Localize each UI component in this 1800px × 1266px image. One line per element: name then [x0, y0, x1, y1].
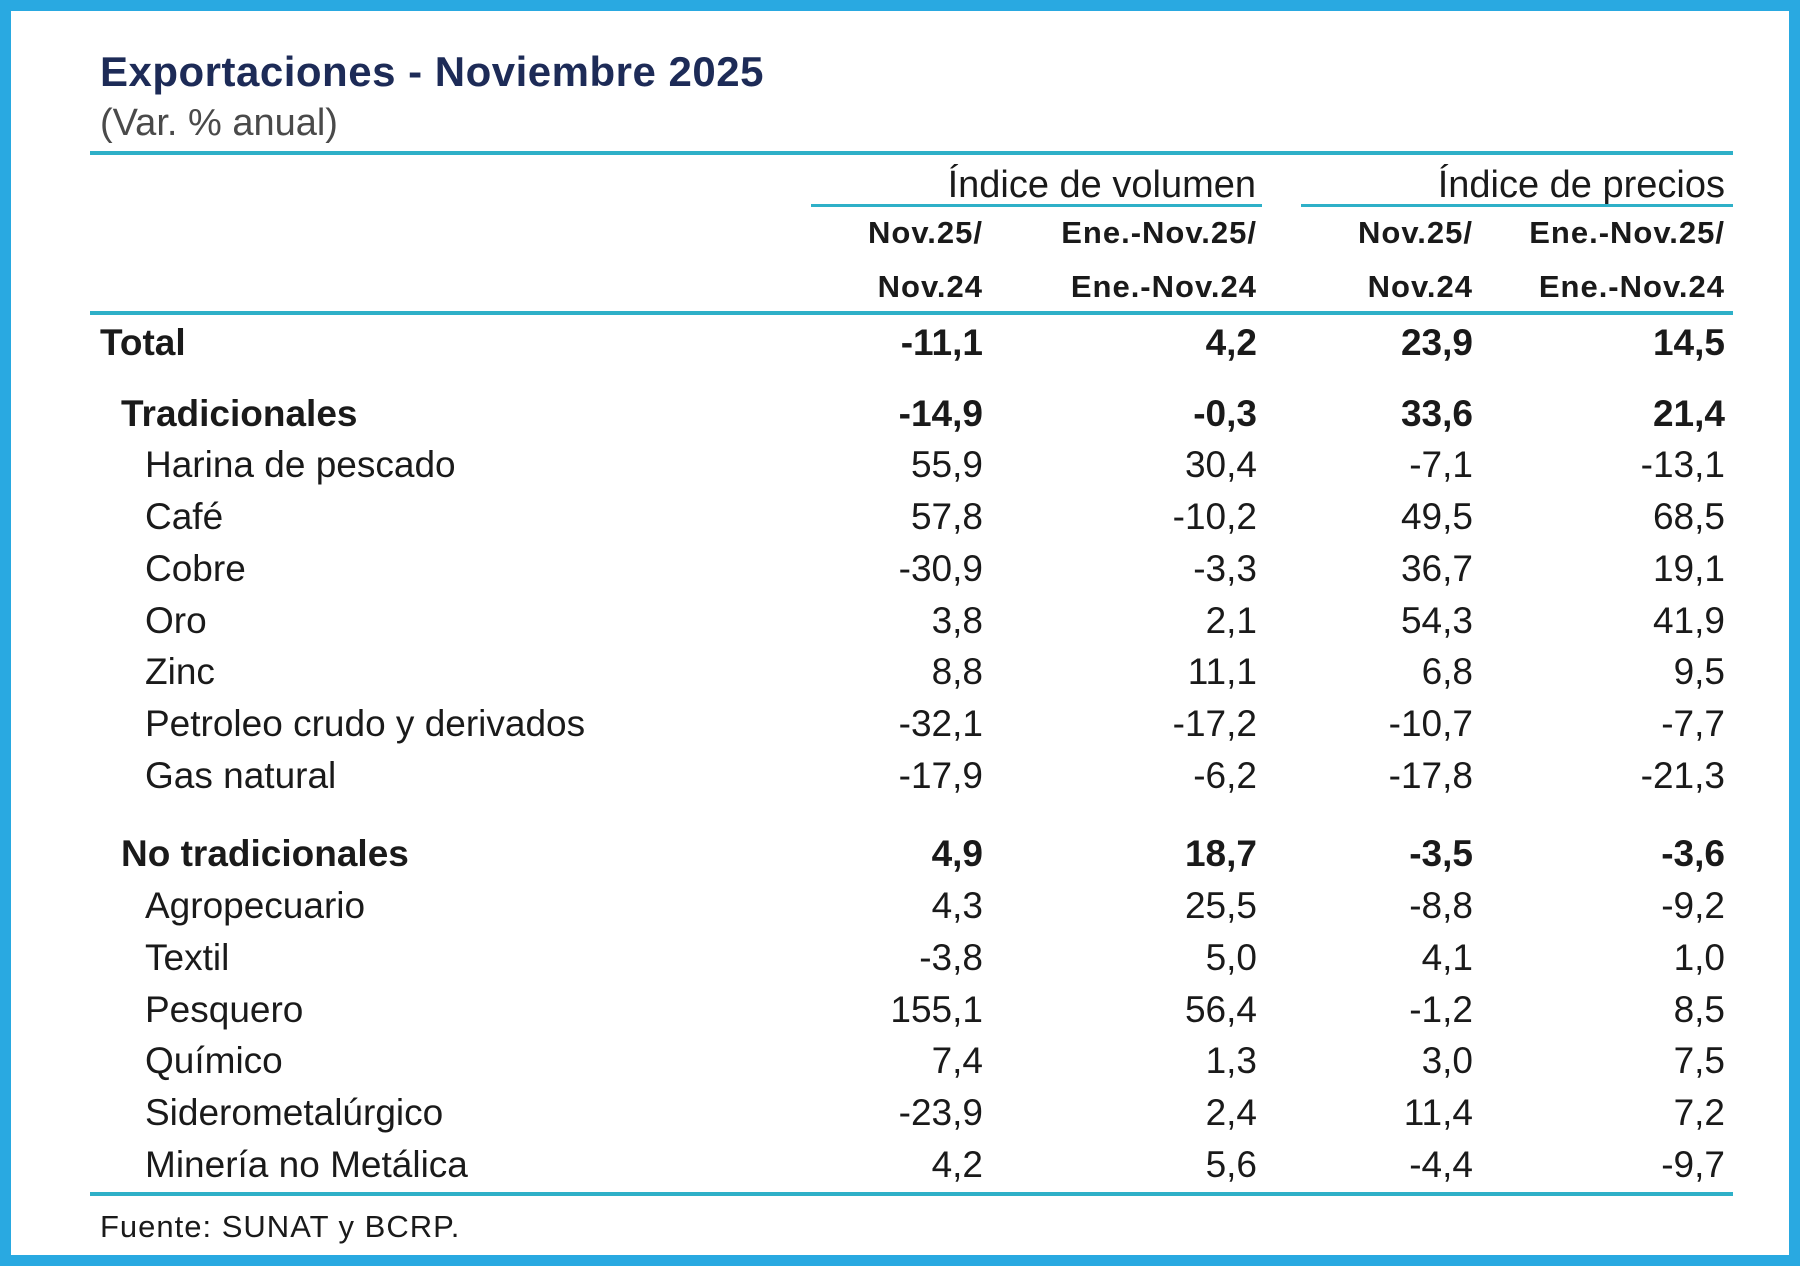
table-cell: -10,2: [1172, 496, 1257, 537]
table-cell: -4,4: [1409, 1144, 1473, 1185]
row-label: Textil: [145, 937, 230, 978]
table-cell: -10,7: [1388, 703, 1473, 744]
table-cell: -9,2: [1661, 885, 1725, 926]
table-cell: 55,9: [910, 444, 983, 485]
table-cell: -3,6: [1661, 833, 1725, 874]
table-cell: 7,5: [1673, 1040, 1725, 1081]
row-label: Siderometalúrgico: [145, 1092, 444, 1133]
bottom-rule: [90, 1192, 1733, 1196]
table-cell: -3,8: [919, 937, 983, 978]
table-cell: -8,8: [1409, 885, 1473, 926]
table-cell: 2,1: [1205, 600, 1257, 641]
table-cell: 3,8: [931, 600, 983, 641]
table-cell: -7,7: [1661, 703, 1725, 744]
table-cell: 25,5: [1184, 885, 1257, 926]
group-label-precios: Índice de precios: [1437, 164, 1725, 206]
row-label: No tradicionales: [121, 833, 409, 874]
table-cell: 5,6: [1205, 1144, 1257, 1185]
row-label: Zinc: [145, 651, 215, 692]
row-label: Tradicionales: [121, 393, 358, 434]
row-label: Gas natural: [145, 755, 337, 796]
table-cell: 21,4: [1652, 393, 1725, 434]
table-cell: 7,4: [931, 1040, 983, 1081]
table-cell: 30,4: [1184, 444, 1257, 485]
table-cell: 56,4: [1184, 989, 1257, 1030]
row-label: Agropecuario: [145, 885, 366, 926]
col-header-vol-ene-line1: Ene.-Nov.25/: [1061, 215, 1257, 250]
table-cell: -13,1: [1640, 444, 1725, 485]
table-title: Exportaciones - Noviembre 2025: [100, 48, 764, 95]
row-label: Cobre: [145, 548, 246, 589]
table-cell: 3,0: [1421, 1040, 1473, 1081]
table-cell: 4,2: [1205, 322, 1257, 363]
table-cell: -1,2: [1409, 989, 1473, 1030]
table-cell: 1,0: [1673, 937, 1725, 978]
table-cell: -7,1: [1409, 444, 1473, 485]
table-cell: 4,1: [1421, 937, 1473, 978]
table-cell: 49,5: [1400, 496, 1473, 537]
table-cell: 1,3: [1205, 1040, 1257, 1081]
table-cell: 68,5: [1652, 496, 1725, 537]
col-header-vol-nov-line2: Nov.24: [877, 269, 983, 304]
row-label: Pesquero: [145, 989, 304, 1030]
table-cell: 155,1: [890, 989, 983, 1030]
col-header-vol-nov-line1: Nov.25/: [868, 215, 983, 250]
table-cell: 7,2: [1673, 1092, 1725, 1133]
table-cell: 14,5: [1652, 322, 1725, 363]
table-cell: 11,4: [1403, 1092, 1473, 1133]
group-rule-volumen: [811, 204, 1262, 207]
table-cell: 4,3: [931, 885, 983, 926]
header-rule: [90, 311, 1733, 315]
row-label: Café: [145, 496, 224, 537]
table-cell: 23,9: [1400, 322, 1473, 363]
row-label: Harina de pescado: [145, 444, 456, 485]
col-header-vol-ene-line2: Ene.-Nov.24: [1070, 269, 1257, 304]
table-cell: 36,7: [1400, 548, 1473, 589]
col-header-pre-nov-line1: Nov.25/: [1358, 215, 1473, 250]
group-rule-precios: [1301, 204, 1733, 207]
table-cell: 54,3: [1400, 600, 1473, 641]
table-cell: 11,1: [1187, 651, 1257, 692]
row-label: Total: [100, 322, 186, 363]
table-cell: 8,8: [931, 651, 983, 692]
table-cell: -0,3: [1193, 393, 1257, 434]
table-cell: -17,9: [898, 755, 983, 796]
table-cell: 2,4: [1205, 1092, 1257, 1133]
group-label-volumen: Índice de volumen: [947, 164, 1256, 206]
table-cell: 41,9: [1652, 600, 1725, 641]
table-cell: -30,9: [898, 548, 983, 589]
table-cell: 18,7: [1184, 833, 1257, 874]
table-cell: -6,2: [1193, 755, 1257, 796]
col-header-pre-nov-line2: Nov.24: [1367, 269, 1473, 304]
table-cell: 4,9: [931, 833, 983, 874]
table-cell: -17,2: [1172, 703, 1257, 744]
row-label: Minería no Metálica: [145, 1144, 468, 1185]
table-cell: 57,8: [910, 496, 983, 537]
table-cell: 9,5: [1673, 651, 1725, 692]
table-cell: -21,3: [1640, 755, 1725, 796]
table-cell: -32,1: [898, 703, 983, 744]
table-cell: 33,6: [1400, 393, 1473, 434]
top-rule: [90, 151, 1733, 155]
table-cell: -11,1: [900, 322, 983, 363]
table-cell: 4,2: [931, 1144, 983, 1185]
table-cell: 5,0: [1205, 937, 1257, 978]
col-header-pre-ene-line1: Ene.-Nov.25/: [1529, 215, 1725, 250]
row-label: Químico: [145, 1040, 283, 1081]
table-subtitle: (Var. % anual): [100, 102, 338, 144]
col-header-pre-ene-line2: Ene.-Nov.24: [1538, 269, 1725, 304]
table-cell: -3,3: [1193, 548, 1257, 589]
row-label: Petroleo crudo y derivados: [145, 703, 586, 744]
table-cell: -3,5: [1409, 833, 1473, 874]
row-label: Oro: [145, 600, 207, 641]
table-cell: -17,8: [1388, 755, 1473, 796]
table-cell: 19,1: [1652, 548, 1725, 589]
table-cell: -9,7: [1661, 1144, 1725, 1185]
source-note: Fuente: SUNAT y BCRP.: [100, 1209, 461, 1244]
table-cell: -23,9: [898, 1092, 983, 1133]
table-cell: -14,9: [898, 393, 983, 434]
table-cell: 8,5: [1673, 989, 1725, 1030]
table-cell: 6,8: [1421, 651, 1473, 692]
